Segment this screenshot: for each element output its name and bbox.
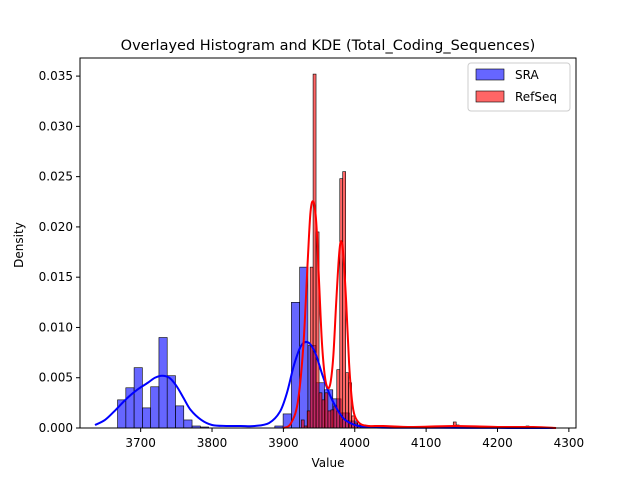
y-tick-label: 0.030 bbox=[39, 119, 73, 133]
histogram-bar-refseq bbox=[324, 392, 329, 429]
histogram-bar-refseq bbox=[312, 73, 317, 429]
x-axis: 3700 3800 3900 4000 4100 4200 4300 bbox=[125, 428, 584, 450]
histogram-bar-refseq bbox=[327, 410, 332, 429]
histogram-bar-refseq bbox=[321, 399, 326, 429]
histogram-bar-sra bbox=[133, 367, 143, 429]
x-tick-label: 4200 bbox=[482, 436, 513, 450]
y-tick-label: 0.025 bbox=[39, 170, 73, 184]
legend-label-refseq: RefSeq bbox=[515, 90, 557, 104]
chart-title: Overlayed Histogram and KDE (Total_Codin… bbox=[121, 38, 536, 54]
x-tick-label: 3800 bbox=[197, 436, 228, 450]
histogram-bar-refseq bbox=[306, 410, 311, 429]
histogram-bar-sra bbox=[175, 405, 185, 429]
histogram-bar-refseq bbox=[351, 415, 355, 429]
y-axis: 0.000 0.005 0.010 0.015 0.020 0.025 0.030 0.035 bbox=[39, 69, 80, 435]
legend-label-sra: SRA bbox=[515, 68, 539, 82]
histogram-bar-refseq bbox=[339, 178, 344, 429]
x-tick-label: 4100 bbox=[411, 436, 442, 450]
x-tick-label: 4000 bbox=[339, 436, 370, 450]
y-tick-label: 0.005 bbox=[39, 371, 73, 385]
histogram-bar-refseq bbox=[300, 419, 305, 429]
y-tick-label: 0.020 bbox=[39, 220, 73, 234]
histogram-bar-sra bbox=[183, 419, 193, 429]
histogram-bar-refseq bbox=[330, 409, 335, 429]
histogram-bar-sra bbox=[150, 386, 160, 429]
x-tick-label: 3900 bbox=[268, 436, 299, 450]
x-axis-label: Value bbox=[312, 456, 345, 470]
histogram-bar-refseq bbox=[318, 392, 323, 429]
x-tick-label: 3700 bbox=[125, 436, 156, 450]
y-tick-label: 0.035 bbox=[39, 69, 73, 83]
legend: SRA RefSeq bbox=[467, 62, 571, 112]
histogram-bar-refseq bbox=[336, 369, 341, 429]
y-tick-label: 0.015 bbox=[39, 270, 73, 284]
histogram-bar-sra bbox=[142, 407, 151, 429]
x-tick-label: 4300 bbox=[554, 436, 585, 450]
axes-frame bbox=[79, 57, 577, 429]
histogram-bar-sra bbox=[158, 337, 168, 429]
plot-area bbox=[79, 57, 577, 429]
legend-swatch-refseq bbox=[475, 90, 505, 103]
y-tick-label: 0.010 bbox=[39, 320, 73, 334]
y-tick-label: 0.000 bbox=[39, 421, 73, 435]
kde-line-refseq bbox=[282, 200, 557, 429]
legend-swatch-sra bbox=[475, 68, 505, 81]
y-axis-label: Density bbox=[12, 222, 26, 268]
